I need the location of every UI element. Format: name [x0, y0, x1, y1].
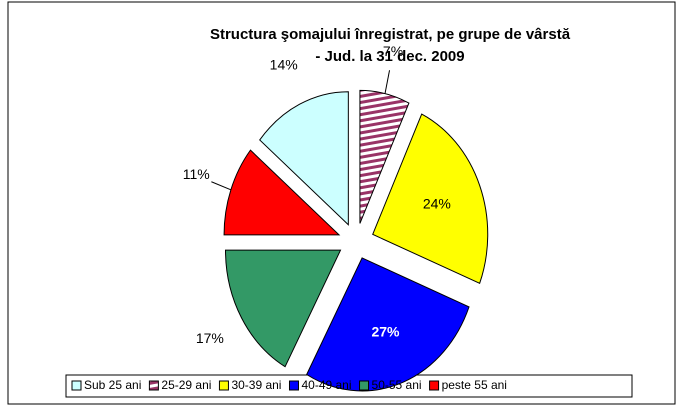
- legend-label: 40-49 ani: [301, 378, 351, 392]
- data-label: 11%: [183, 166, 210, 182]
- legend: Sub 25 ani 25-29 ani 30-39 ani 40-49 ani 50-…: [71, 378, 507, 392]
- legend-swatch: [148, 380, 159, 391]
- data-label: 24%: [423, 196, 451, 212]
- legend-swatch: [218, 380, 229, 391]
- legend-swatch: [359, 380, 370, 391]
- legend-swatch: [71, 380, 82, 391]
- pie-slice: [259, 91, 349, 226]
- leader-line: [384, 70, 391, 94]
- pie-slice: [359, 89, 410, 224]
- pie-slice: [306, 257, 470, 392]
- legend-swatch: [288, 380, 299, 391]
- legend-label: 50-55 ani: [372, 378, 422, 392]
- pie-slice: [372, 113, 489, 285]
- legend-swatch: [429, 380, 440, 391]
- chart-subtitle: - Jud. la 31 dec. 2009: [315, 48, 464, 65]
- pie: 14% 7% 24% 27% 17% 11%: [183, 43, 489, 392]
- legend-label: 30-39 ani: [231, 378, 281, 392]
- legend-label: 25-29 ani: [161, 378, 211, 392]
- pie-slice: [225, 249, 342, 368]
- data-label: 7%: [383, 43, 403, 59]
- leader-line: [211, 181, 232, 191]
- legend-label: Sub 25 ani: [84, 378, 141, 392]
- data-label: 27%: [371, 324, 400, 340]
- data-label: 17%: [196, 330, 224, 346]
- chart-title: Structura şomajului înregistrat, pe grup…: [210, 26, 571, 43]
- data-label: 14%: [270, 57, 298, 73]
- legend-label: peste 55 ani: [442, 378, 507, 392]
